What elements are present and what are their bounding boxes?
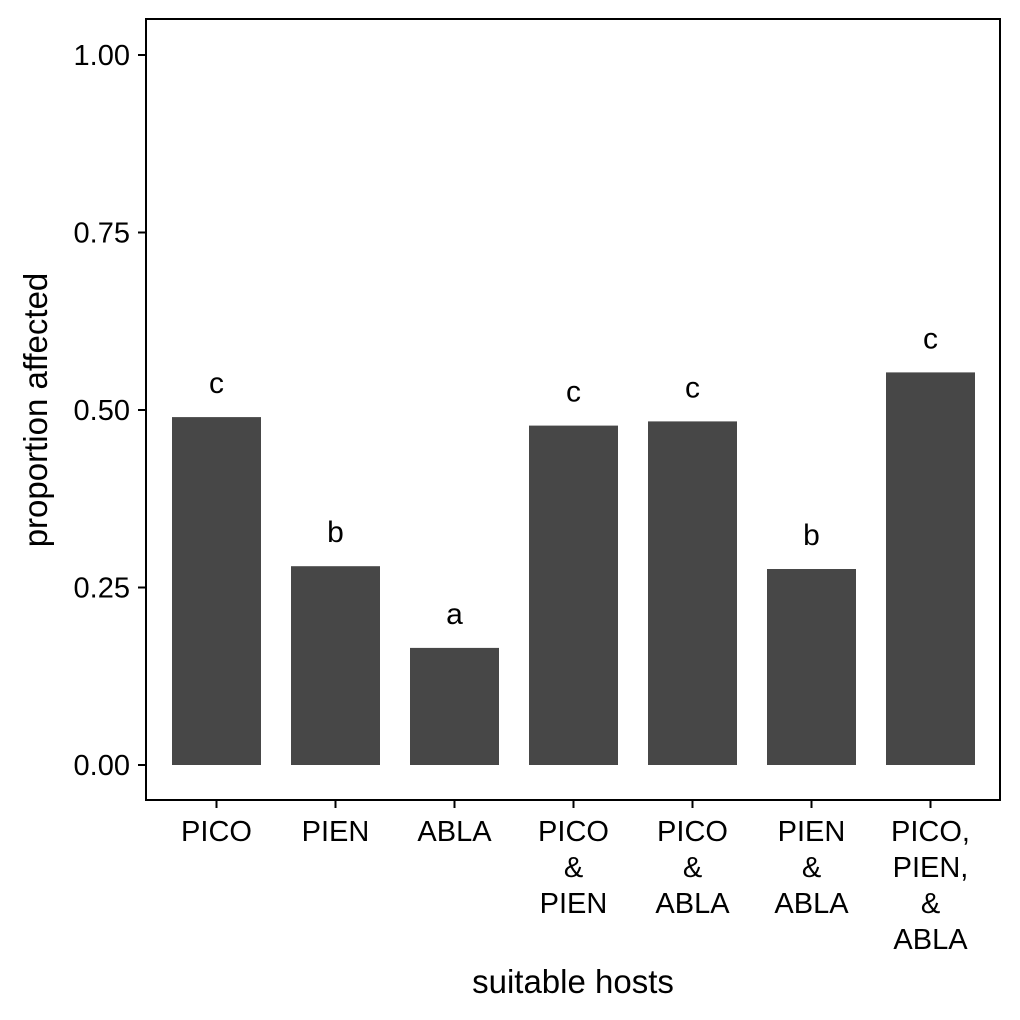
bars-group (172, 372, 975, 765)
y-tick-label: 0.00 (74, 750, 130, 782)
y-axis-title: proportion affected (17, 273, 54, 548)
x-category-label-line: ABLA (893, 924, 968, 956)
x-category-label-line: ABLA (774, 888, 849, 920)
x-category-label-line: ABLA (417, 816, 492, 848)
bar (529, 425, 618, 765)
x-category-label: PICO & PIEN (538, 816, 609, 920)
x-category-label-line: PIEN (778, 816, 846, 848)
significance-label: a (446, 598, 463, 631)
x-category-label-line: PIEN, (893, 852, 969, 884)
y-tick-label: 1.00 (74, 40, 130, 72)
x-category-label-line: PIEN (540, 888, 608, 920)
x-category-label-line: & (564, 852, 583, 884)
x-axis-title: suitable hosts (472, 963, 674, 1000)
bar (291, 566, 380, 765)
bar (172, 417, 261, 765)
x-category-label-line: PICO (538, 816, 609, 848)
y-tick-label: 0.75 (74, 218, 130, 250)
y-axis: 0.00 0.25 0.50 0.75 1.00 (74, 40, 146, 782)
y-tick-label: 0.25 (74, 573, 130, 605)
x-category-label: PIEN (302, 816, 370, 848)
x-category-label: PICO, PIEN, & ABLA (891, 816, 970, 956)
x-category-label: ABLA (417, 816, 492, 848)
significance-label: c (209, 367, 224, 400)
x-category-label-line: & (921, 888, 940, 920)
x-category-label: PIEN & ABLA (774, 816, 849, 920)
y-tick-label: 0.50 (74, 395, 130, 427)
significance-label: b (327, 516, 344, 549)
x-category-label: PICO & ABLA (655, 816, 730, 920)
x-category-label-line: ABLA (655, 888, 730, 920)
significance-labels-group: c b a c c b c (209, 322, 938, 631)
bar (886, 372, 975, 765)
significance-label: b (803, 519, 820, 552)
bar (767, 569, 856, 765)
x-category-label-line: PICO, (891, 816, 970, 848)
x-category-label-line: & (683, 852, 702, 884)
significance-label: c (566, 376, 581, 409)
x-category-label-line: PIEN (302, 816, 370, 848)
x-category-label: PICO (181, 816, 252, 848)
significance-label: c (923, 322, 938, 355)
x-category-label-line: & (802, 852, 821, 884)
x-category-label-line: PICO (181, 816, 252, 848)
bar (648, 421, 737, 765)
x-category-label-line: PICO (657, 816, 728, 848)
bar (410, 647, 499, 765)
significance-label: c (685, 371, 700, 404)
